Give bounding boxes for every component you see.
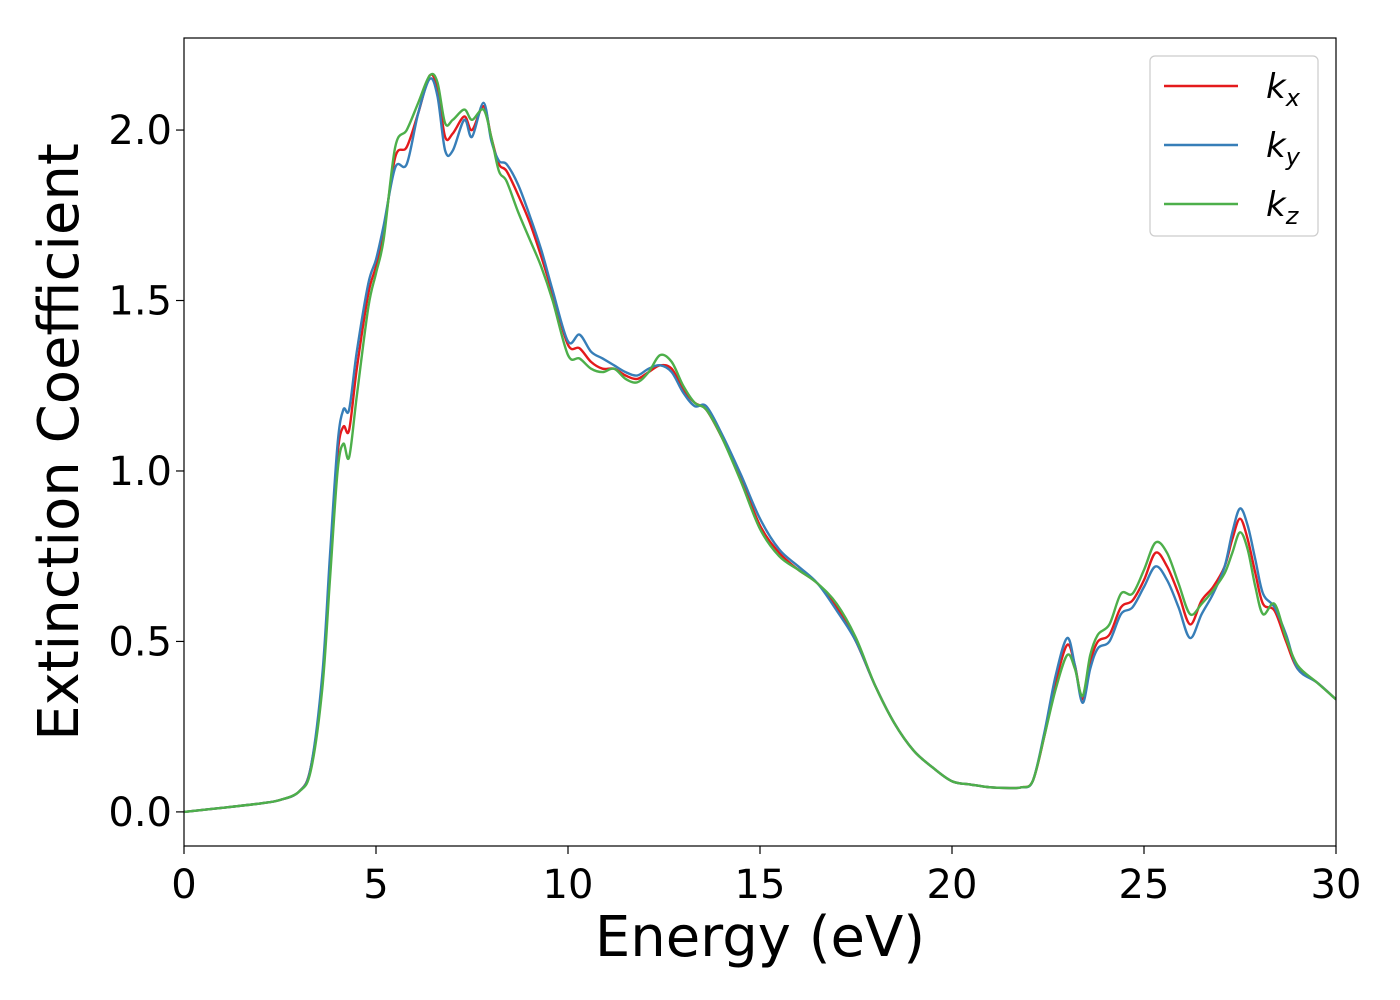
legend-label-ky: ky	[1266, 126, 1301, 171]
y-tick-label: 0.5	[108, 619, 172, 665]
y-tick-label: 1.0	[108, 449, 172, 495]
series-layer	[184, 72, 1336, 814]
legend-label-kz: kz	[1266, 185, 1300, 230]
legend-label-kx: kx	[1266, 67, 1301, 112]
x-tick-label: 5	[363, 862, 388, 908]
x-axis-title: Energy (eV)	[595, 905, 925, 970]
x-tick-label: 10	[543, 862, 594, 908]
legend-label-subscript: y	[1285, 143, 1301, 171]
x-tick-label: 20	[927, 862, 978, 908]
x-tick-label: 25	[1119, 862, 1170, 908]
y-axis: 0.0 0.5 1.0 1.5 2.0	[108, 108, 184, 836]
legend-label-main: k	[1266, 67, 1287, 107]
legend-label-main: k	[1266, 185, 1287, 225]
y-tick-label: 0.0	[108, 790, 172, 836]
legend-label-subscript: x	[1285, 84, 1301, 112]
x-tick-label: 30	[1311, 862, 1362, 908]
x-tick-label: 15	[735, 862, 786, 908]
legend-label-subscript: z	[1285, 202, 1300, 230]
y-axis-title: Extinction Coefficient	[27, 143, 92, 741]
x-tick-label: 0	[171, 862, 196, 908]
x-axis: 0 5 10 15 20 25 30	[171, 846, 1361, 908]
y-tick-label: 2.0	[108, 108, 172, 154]
series-line-kz	[184, 72, 1336, 814]
legend-label-main: k	[1266, 126, 1287, 166]
y-tick-label: 1.5	[108, 279, 172, 325]
